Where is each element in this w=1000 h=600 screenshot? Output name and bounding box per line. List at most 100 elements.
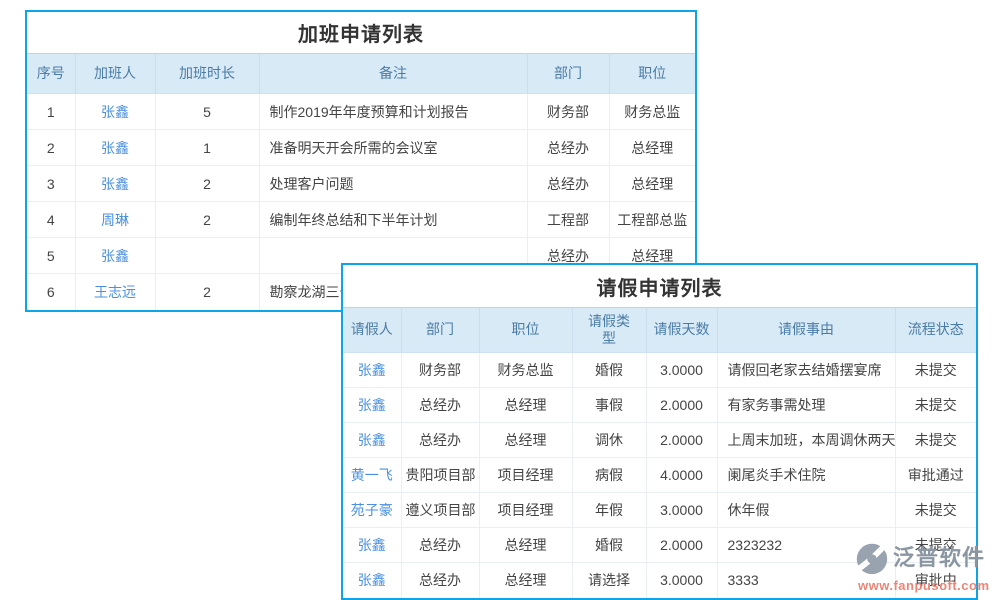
cell-leave-type: 年假 [571,492,646,528]
cell-dept: 总经办 [400,422,479,458]
table-row: 3 张鑫 2 处理客户问题 总经办 总经理 [27,165,695,202]
table-row: 黄一飞 贵阳项目部 项目经理 病假 4.0000 阑尾炎手术住院 审批通过 [343,457,976,493]
cell-remark: 处理客户问题 [258,165,527,202]
cell-leave-days: 2.0000 [645,422,717,458]
cell-seq: 4 [27,201,75,238]
cell-duration: 2 [154,165,259,202]
cell-leave-reason: 2323232 [716,527,895,563]
status-badge: 未提交 [894,422,976,458]
cell-dept: 总经办 [400,562,479,598]
person-link[interactable]: 张鑫 [343,562,401,598]
col-header-position: 职位 [478,307,572,353]
cell-dept: 总经办 [526,129,609,166]
cell-position: 总经理 [608,129,695,166]
cell-position: 总经理 [478,387,572,423]
person-link[interactable]: 张鑫 [343,422,401,458]
cell-dept: 贵阳项目部 [400,457,479,493]
leave-table-card: 请假申请列表 请假人 部门 职位 请假类 型 请假天数 请假事由 流程状态 张鑫… [341,263,978,600]
cell-remark: 制作2019年年度预算和计划报告 [258,93,527,130]
person-link[interactable]: 张鑫 [343,527,401,563]
table-row: 张鑫 总经办 总经理 调休 2.0000 上周末加班，本周调休两天 未提交 [343,422,976,458]
cell-position: 项目经理 [478,492,572,528]
cell-seq: 3 [27,165,75,202]
cell-dept: 财务部 [526,93,609,130]
cell-leave-days: 3.0000 [645,562,717,598]
cell-position: 财务总监 [608,93,695,130]
table-row: 张鑫 总经办 总经理 请选择 3.0000 3333 审批中 [343,562,976,598]
col-header-dept: 部门 [400,307,479,353]
person-link[interactable]: 黄一飞 [343,457,401,493]
cell-dept: 总经办 [400,387,479,423]
cell-position: 总经理 [478,422,572,458]
status-badge: 未提交 [894,387,976,423]
cell-leave-days: 2.0000 [645,387,717,423]
col-header-remark: 备注 [258,53,527,94]
cell-leave-reason: 请假回老家去结婚摆宴席 [716,352,895,388]
cell-leave-reason: 3333 [716,562,895,598]
table-row: 4 周琳 2 编制年终总结和下半年计划 工程部 工程部总监 [27,201,695,238]
person-link[interactable]: 张鑫 [343,387,401,423]
person-link[interactable]: 苑子豪 [343,492,401,528]
cell-position: 财务总监 [478,352,572,388]
col-header-status: 流程状态 [894,307,976,353]
person-link[interactable]: 张鑫 [74,237,155,274]
cell-position: 工程部总监 [608,201,695,238]
person-link[interactable]: 王志远 [74,273,155,310]
cell-duration: 5 [154,93,259,130]
cell-leave-type: 请选择 [571,562,646,598]
cell-leave-days: 4.0000 [645,457,717,493]
cell-remark: 准备明天开会所需的会议室 [258,129,527,166]
cell-duration: 2 [154,273,259,310]
table-row: 张鑫 财务部 财务总监 婚假 3.0000 请假回老家去结婚摆宴席 未提交 [343,352,976,388]
overtime-table-title: 加班申请列表 [298,24,424,46]
status-badge: 未提交 [894,352,976,388]
cell-dept: 遵义项目部 [400,492,479,528]
cell-leave-reason: 上周末加班，本周调休两天 [716,422,895,458]
table-row: 张鑫 总经办 总经理 婚假 2.0000 2323232 未提交 [343,527,976,563]
overtime-table: 序号 加班人 加班时长 备注 部门 职位 1 张鑫 5 制作2019年年度预算和… [27,53,695,310]
table-row: 2 张鑫 1 准备明天开会所需的会议室 总经办 总经理 [27,129,695,166]
status-badge: 审批通过 [894,457,976,493]
person-link[interactable]: 张鑫 [74,165,155,202]
status-badge: 未提交 [894,492,976,528]
cell-seq: 1 [46,103,55,120]
leave-header-row: 请假人 部门 职位 请假类 型 请假天数 请假事由 流程状态 [343,307,976,353]
status-badge: 审批中 [894,562,976,598]
cell-leave-type: 病假 [571,457,646,493]
cell-leave-days: 2.0000 [645,527,717,563]
cell-leave-type: 婚假 [571,352,646,388]
cell-leave-reason: 休年假 [716,492,895,528]
cell-leave-reason: 阑尾炎手术住院 [716,457,895,493]
cell-leave-type: 婚假 [571,527,646,563]
overtime-table-card: 加班申请列表 序号 加班人 加班时长 备注 部门 职位 1 张鑫 5 制作201… [25,10,697,312]
leave-table-title: 请假申请列表 [596,277,723,300]
cell-dept: 总经办 [400,527,479,563]
cell-seq: 5 [27,237,75,274]
cell-position: 总经理 [608,165,695,202]
col-header-person: 加班人 [74,53,155,94]
col-header-leave-days: 请假天数 [645,307,717,353]
cell-position: 总经理 [478,562,572,598]
cell-leave-days: 3.0000 [645,352,717,388]
cell-duration [154,237,259,274]
person-link[interactable]: 周琳 [74,201,155,238]
cell-seq: 2 [27,129,75,166]
cell-position: 总经理 [478,527,572,563]
cell-position: 项目经理 [478,457,572,493]
cell-dept: 总经办 [526,165,609,202]
cell-duration: 2 [154,201,259,238]
table-row: 苑子豪 遵义项目部 项目经理 年假 3.0000 休年假 未提交 [343,492,976,528]
cell-duration: 1 [154,129,259,166]
table-row: 张鑫 总经办 总经理 事假 2.0000 有家务事需处理 未提交 [343,387,976,423]
col-header-leave-reason: 请假事由 [716,307,895,353]
person-link[interactable]: 张鑫 [74,129,155,166]
cell-seq: 6 [27,273,75,310]
person-link[interactable]: 张鑫 [357,362,386,378]
cell-leave-reason: 有家务事需处理 [716,387,895,423]
cell-leave-type: 调休 [571,422,646,458]
person-link[interactable]: 张鑫 [74,93,155,130]
leave-table: 请假人 部门 职位 请假类 型 请假天数 请假事由 流程状态 张鑫 财务部 财务… [343,307,976,598]
cell-remark: 编制年终总结和下半年计划 [258,201,527,238]
col-header-seq: 序号 [27,53,75,94]
col-header-duration: 加班时长 [154,53,259,94]
